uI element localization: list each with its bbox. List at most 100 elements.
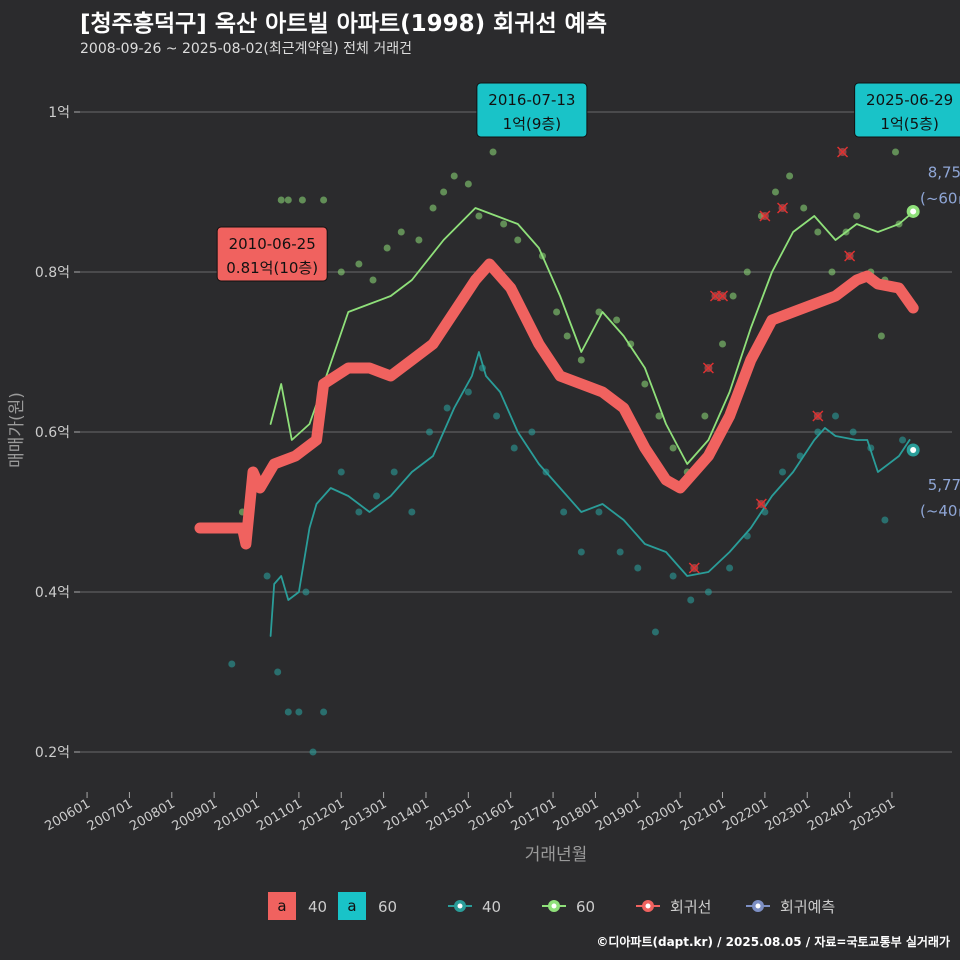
anomaly-marker — [755, 498, 767, 510]
scatter-point-60 — [701, 412, 709, 420]
scatter-point-60 — [743, 268, 751, 276]
scatter-point-60 — [383, 244, 391, 252]
y-tick-label: 0.2억 — [35, 745, 70, 761]
scatter-point-60 — [771, 188, 779, 196]
scatter-point-40 — [355, 508, 363, 516]
anomaly-marker — [759, 210, 771, 222]
scatter-point-60 — [729, 292, 737, 300]
annotation-label: 2025-06-29 1억(5층) — [854, 82, 960, 138]
scatter-point-60 — [553, 308, 561, 316]
scatter-point-60 — [669, 444, 677, 452]
scatter-point-60 — [719, 340, 727, 348]
x-tick-label: 202501 — [847, 796, 897, 834]
scatter-point-60 — [563, 332, 571, 340]
x-tick-label: 201001 — [212, 796, 262, 834]
scatter-point-40 — [373, 492, 381, 500]
scatter-point-60 — [613, 316, 621, 324]
scatter-point-40 — [616, 548, 624, 556]
legend-label: 60 — [576, 898, 595, 916]
legend-label: 60 — [378, 898, 397, 916]
legend: a 40 a 60 40 60 회귀선 회귀예측 — [268, 892, 835, 920]
scatter-point-40 — [510, 444, 518, 452]
anomaly-marker — [716, 290, 729, 302]
legend-swatch-letter: a — [347, 897, 356, 915]
anomaly-cross — [759, 210, 771, 222]
x-axis-label: 거래년월 — [525, 845, 588, 865]
scatter-point-40 — [669, 572, 677, 580]
scatter-point-60 — [355, 260, 363, 268]
scatter-point-40 — [274, 668, 282, 676]
scatter-point-40 — [651, 628, 659, 636]
legend-marker-center — [457, 903, 463, 909]
scatter-point-40 — [228, 660, 236, 668]
end-value-label: 5,775 — [928, 476, 960, 494]
annotation-price: 0.81억(10층) — [226, 259, 318, 277]
anomaly-cross — [755, 498, 767, 510]
annotation-price: 1억(9층) — [503, 115, 561, 133]
scatter-point-40 — [560, 508, 568, 516]
scatter-point-40 — [634, 564, 642, 572]
scatter-point-60 — [489, 148, 497, 156]
x-tick-label: 201201 — [297, 796, 347, 834]
scatter-point-60 — [641, 380, 649, 388]
anomaly-cross — [702, 362, 714, 374]
anomaly-marker — [837, 146, 849, 158]
legend-label: 회귀선 — [670, 898, 711, 916]
scatter-point-60 — [800, 204, 808, 212]
annotation-date: 2025-06-29 — [866, 91, 953, 109]
x-tick-label: 201901 — [593, 796, 643, 834]
scatter-point-40 — [881, 516, 889, 524]
scatter-point-40 — [426, 428, 434, 436]
scatter-point-60 — [853, 212, 861, 220]
x-tick-label: 201101 — [254, 796, 304, 834]
scatter-point-60 — [415, 236, 423, 244]
scatter-point-40 — [899, 436, 907, 444]
scatter-point-60 — [298, 196, 306, 204]
scatter-point-60 — [892, 148, 900, 156]
y-axis-label: 매매가(원) — [7, 392, 27, 468]
annotation-date: 2010-06-25 — [229, 235, 316, 253]
x-tick-label: 202101 — [678, 796, 728, 834]
scatter-point-60 — [337, 268, 345, 276]
scatter-point-60 — [877, 332, 885, 340]
x-tick-label: 200701 — [85, 796, 135, 834]
end-area-label: (~60㎡) — [920, 189, 960, 207]
scatter-point-40 — [779, 468, 787, 476]
anomaly-cross — [688, 562, 700, 574]
x-tick-label: 201301 — [339, 796, 389, 834]
scatter-point-40 — [687, 596, 695, 604]
y-tick-label: 0.4억 — [35, 585, 70, 601]
y-tick-label: 0.8억 — [35, 265, 70, 281]
legend-marker-center — [645, 903, 651, 909]
scatter-point-60 — [514, 236, 522, 244]
scatter-point-40 — [577, 548, 585, 556]
annotation-box — [476, 82, 588, 138]
scatter-point-40 — [704, 588, 712, 596]
scatter-point-40 — [390, 468, 398, 476]
scatter-point-40 — [263, 572, 271, 580]
scatter-point-40 — [443, 404, 451, 412]
scatter-point-60 — [397, 228, 405, 236]
annotation-box — [216, 226, 328, 282]
anomaly-marker — [844, 250, 856, 262]
scatter-point-60 — [320, 196, 328, 204]
anomaly-marker — [777, 202, 789, 214]
scatter-point-40 — [849, 428, 857, 436]
y-tick-label: 0.6억 — [35, 425, 70, 441]
anomaly-cross — [844, 250, 856, 262]
x-tick-label: 200801 — [127, 796, 177, 834]
end-value-label: 8,757 — [928, 163, 960, 181]
scatter-point-40 — [493, 412, 501, 420]
series-line-40 — [269, 351, 911, 637]
scatter-point-60 — [277, 196, 285, 204]
anomaly-cross — [812, 410, 824, 422]
source-caption: ©디아파트(dapt.kr) / 2025.08.05 / 자료=국토교통부 실… — [596, 935, 950, 949]
scatter-point-40 — [337, 468, 345, 476]
legend-label: 40 — [482, 898, 501, 916]
anomaly-cross — [716, 290, 729, 302]
scatter-point-60 — [500, 220, 508, 228]
annotation-label: 2016-07-13 1억(9층) — [476, 82, 588, 138]
scatter-point-60 — [369, 276, 377, 284]
scatter-point-60 — [475, 212, 483, 220]
scatter-point-40 — [309, 748, 317, 756]
